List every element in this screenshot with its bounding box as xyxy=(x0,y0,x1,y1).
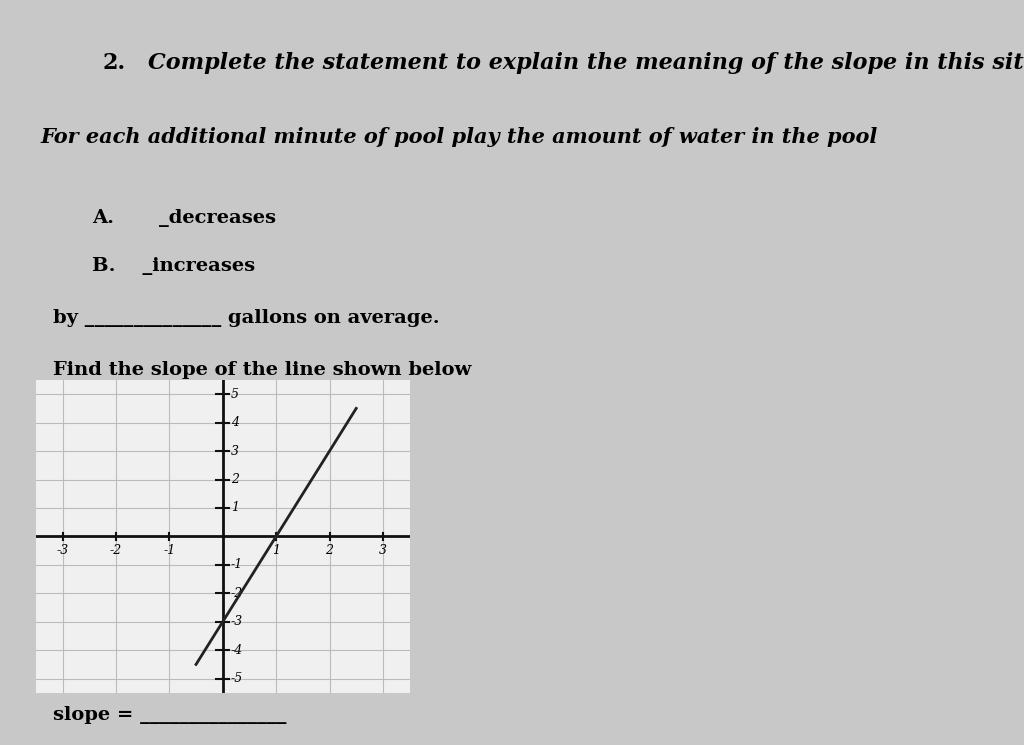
Text: -2: -2 xyxy=(230,587,243,600)
Text: -3: -3 xyxy=(230,615,243,628)
Text: by ______________ gallons on average.: by ______________ gallons on average. xyxy=(53,309,440,327)
Text: 1: 1 xyxy=(230,501,239,515)
Text: For each additional minute of pool play the amount of water in the pool: For each additional minute of pool play … xyxy=(41,127,879,147)
Text: -3: -3 xyxy=(56,544,69,557)
Text: _decreases: _decreases xyxy=(159,209,275,226)
Text: Find the slope of the line shown below: Find the slope of the line shown below xyxy=(53,361,472,379)
Text: B.    _increases: B. _increases xyxy=(92,257,255,275)
Text: 3: 3 xyxy=(230,445,239,457)
Text: -4: -4 xyxy=(230,644,243,656)
Text: 4: 4 xyxy=(230,416,239,429)
Text: 2.: 2. xyxy=(102,52,126,74)
Text: slope = _______________: slope = _______________ xyxy=(53,706,287,723)
Text: 5: 5 xyxy=(230,387,239,401)
Text: 3: 3 xyxy=(379,544,387,557)
Text: Complete the statement to explain the meaning of the slope in this situation.: Complete the statement to explain the me… xyxy=(148,52,1024,74)
Text: -1: -1 xyxy=(230,558,243,571)
Text: 1: 1 xyxy=(272,544,281,557)
Text: A.: A. xyxy=(92,209,114,226)
Text: 2: 2 xyxy=(230,473,239,486)
Text: 2: 2 xyxy=(326,544,334,557)
Text: -2: -2 xyxy=(110,544,122,557)
Text: -5: -5 xyxy=(230,672,243,685)
Text: -1: -1 xyxy=(163,544,175,557)
